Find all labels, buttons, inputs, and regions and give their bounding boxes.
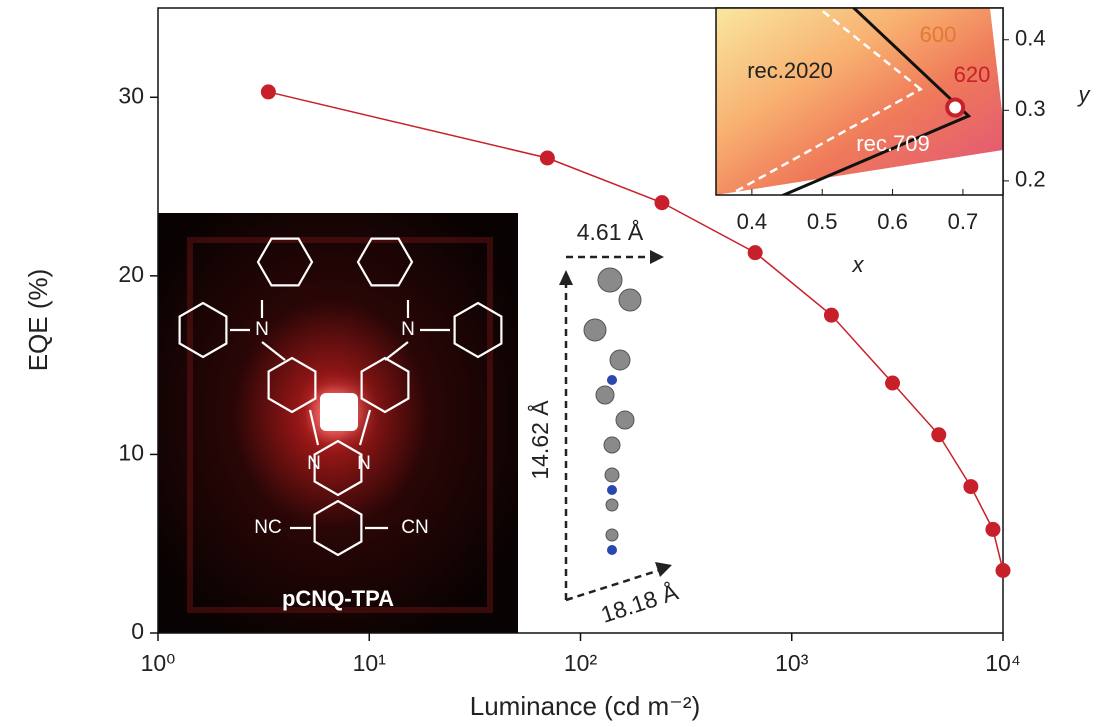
ring	[267, 356, 317, 414]
dimension-label: 4.61 Å	[577, 218, 644, 245]
x-tick-label: 10⁰	[141, 650, 176, 676]
inset-x-tick-label: 0.6	[877, 209, 908, 234]
x-tick-label: 10³	[775, 650, 809, 676]
bond	[308, 409, 320, 446]
ring	[256, 237, 314, 287]
color-point	[945, 97, 966, 118]
y-axis-label: EQE (%)	[23, 269, 53, 372]
x-axis-label: Luminance (cd m⁻²)	[470, 691, 700, 721]
spectral-locus	[716, 8, 1003, 195]
molecule-name: pCNQ-TPA	[282, 586, 394, 611]
y-tick-label: 30	[118, 82, 144, 108]
ring	[356, 237, 414, 287]
molecule: N N N N NC CN pCNQ-TPA	[178, 237, 503, 611]
data-point	[931, 427, 947, 443]
y-tick-label: 10	[118, 440, 144, 466]
inset-y-label: y	[1077, 82, 1092, 107]
atom-label: N	[357, 453, 371, 474]
series-label: rec.709	[856, 131, 929, 156]
data-point	[747, 245, 763, 261]
data-point	[985, 521, 1001, 537]
ring	[313, 499, 363, 557]
x-tick-label: 10¹	[353, 650, 387, 676]
photo-frame	[187, 237, 493, 613]
data-line	[268, 91, 1004, 571]
ring	[313, 439, 363, 497]
ring	[453, 301, 503, 359]
ring	[178, 301, 228, 359]
inset-y-tick-label: 0.3	[1015, 96, 1046, 121]
inset-y-tick-label: 0.4	[1015, 26, 1046, 51]
wavelength-label: 600	[920, 22, 957, 47]
atom-label: N	[401, 319, 415, 340]
inset-x-label: x	[852, 252, 865, 277]
data-point	[963, 479, 979, 495]
x-tick-label: 10⁴	[985, 650, 1020, 676]
inset-frame	[715, 7, 1004, 196]
y-tick-label: 20	[118, 261, 144, 287]
inset-x-tick-label: 0.7	[948, 209, 979, 234]
molecule-3d	[559, 250, 672, 602]
main-chart: Luminance (cd m⁻²) EQE (%) 10⁰ 10¹ 10² 10³ 1…	[23, 7, 1021, 721]
bond	[358, 409, 372, 446]
dimension-label: 14.62 Å	[526, 400, 553, 480]
x-tick-label: 10²	[564, 650, 598, 676]
inset-y-tick-label: 0.2	[1015, 167, 1046, 192]
emission-spot	[320, 393, 358, 431]
y-tick-label: 0	[131, 618, 144, 644]
dimension-label: 18.18 Å	[597, 577, 681, 627]
atom-label: CN	[401, 517, 428, 538]
atom-label: NC	[254, 517, 281, 538]
data-point	[995, 563, 1011, 578]
data-point	[539, 150, 555, 166]
inset-x-tick-label: 0.5	[807, 209, 838, 234]
data-point	[654, 195, 670, 211]
bond	[261, 341, 286, 361]
atom-label: N	[255, 319, 269, 340]
atom-label: N	[307, 453, 321, 474]
inset-x-tick-label: 0.4	[737, 209, 768, 234]
data-point	[823, 307, 839, 323]
inset-chart: x y 600 620 rec.2020 rec.709 0.4 0.5 0.6 0.…	[715, 7, 1092, 277]
data-point	[260, 84, 276, 100]
data-point	[885, 375, 901, 391]
wavelength-label: 620	[954, 62, 991, 87]
series-label: rec.2020	[747, 58, 833, 83]
gamut-triangle	[726, 8, 923, 195]
ring	[360, 356, 410, 414]
bond	[384, 341, 409, 361]
